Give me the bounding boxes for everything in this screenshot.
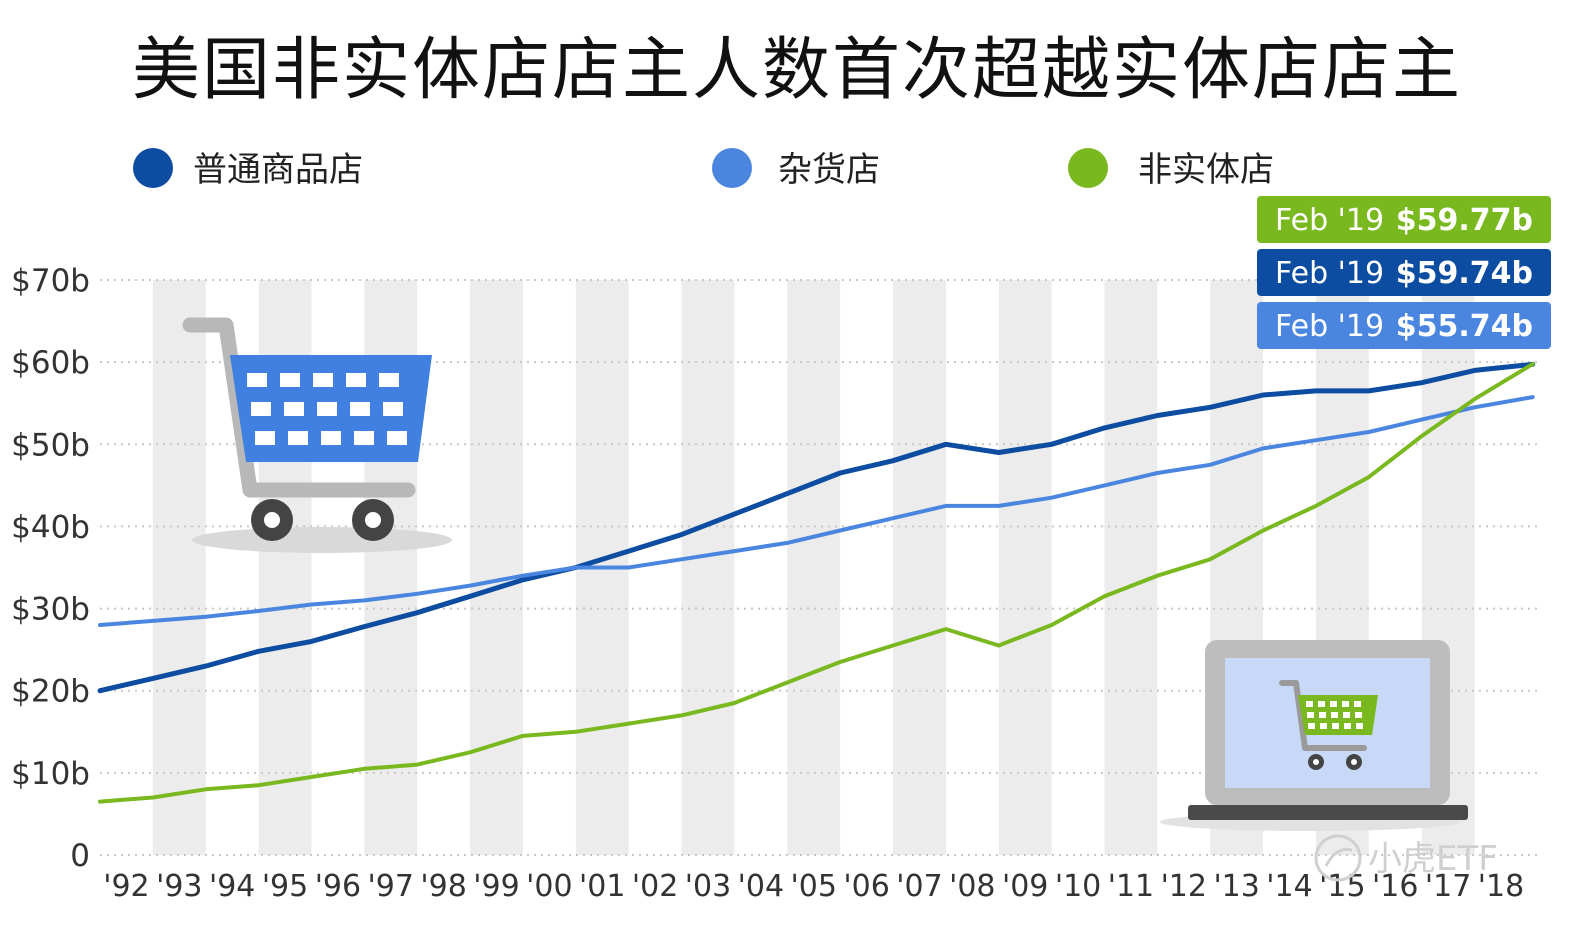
x-tick-label: '93 — [156, 869, 202, 904]
x-tick-label: '98 — [420, 869, 466, 904]
y-tick-label: $60b — [11, 345, 90, 381]
year-band — [152, 280, 206, 855]
value-callouts: Feb '19 $59.77b Feb '19 $59.74b Feb '19 $55.7… — [1257, 196, 1551, 349]
laptop-icon — [1160, 640, 1468, 831]
x-tick-label: '95 — [262, 869, 308, 904]
legend-label: 杂货店 — [778, 150, 880, 190]
x-tick-label: '92 — [103, 869, 149, 904]
y-tick-label: 0 — [70, 838, 90, 874]
x-tick-label: '09 — [1002, 869, 1048, 904]
x-tick-label: '17 — [1425, 869, 1471, 904]
callout-value: $55.74b — [1396, 309, 1533, 344]
x-tick-label: '03 — [685, 869, 731, 904]
x-tick-label: '15 — [1319, 869, 1365, 904]
y-tick-label: $20b — [11, 674, 90, 710]
legend-label: 非实体店 — [1138, 150, 1274, 190]
year-band — [998, 280, 1052, 855]
y-tick-label: $10b — [11, 756, 90, 792]
callout-date: Feb '19 — [1275, 256, 1384, 291]
watermark: 小虎ETF — [1314, 834, 1498, 882]
x-tick-label: '11 — [1108, 869, 1154, 904]
year-band — [787, 280, 841, 855]
y-tick-label: $40b — [11, 509, 90, 545]
x-tick-label: '02 — [632, 869, 678, 904]
x-tick-label: '10 — [1055, 869, 1101, 904]
callout-badge — [1257, 249, 1551, 296]
x-tick-label: '01 — [579, 869, 625, 904]
x-tick-label: '07 — [896, 869, 942, 904]
x-tick-label: '16 — [1372, 869, 1418, 904]
x-tick-label: '05 — [791, 869, 837, 904]
series-lines — [97, 361, 1536, 804]
x-tick-label: '97 — [368, 869, 414, 904]
x-tick-label: '96 — [315, 869, 361, 904]
callout-value: $59.77b — [1396, 203, 1533, 238]
legend-swatch — [712, 148, 752, 188]
x-tick-label: '14 — [1266, 869, 1312, 904]
legend: 普通商品店 杂货店 非实体店 — [133, 148, 1274, 190]
year-band — [1104, 280, 1158, 855]
legend-swatch — [1068, 148, 1108, 188]
x-tick-label: '12 — [1161, 869, 1207, 904]
year-band — [681, 280, 735, 855]
series-line-1 — [97, 361, 1536, 694]
x-tick-label: '06 — [843, 869, 889, 904]
callout-badge — [1257, 196, 1551, 243]
callout-value: $59.74b — [1396, 256, 1533, 291]
year-band — [893, 280, 946, 855]
y-tick-label: $30b — [11, 592, 90, 628]
x-tick-label: '00 — [526, 869, 572, 904]
series-line-3 — [98, 362, 1535, 804]
x-axis-labels: '92'93'94'95'96'97'98'99'00'01'02'03'04 '… — [103, 869, 1524, 904]
shopping-cart-icon — [182, 317, 452, 553]
callout-badge — [1257, 302, 1551, 349]
x-tick-label: '94 — [209, 869, 255, 904]
y-tick-label: $50b — [11, 427, 90, 463]
y-axis-labels: $70b $60b $50b $40b $30b $20b $10b 0 — [11, 263, 90, 874]
chart-title: 美国非实体店店主人数首次超越实体店店主 — [131, 31, 1462, 110]
year-band — [470, 280, 523, 855]
x-tick-label: '04 — [738, 869, 784, 904]
legend-label: 普通商品店 — [193, 150, 363, 190]
callout-date: Feb '19 — [1275, 203, 1384, 238]
x-tick-label: '99 — [473, 869, 519, 904]
watermark-logo-icon — [1314, 834, 1362, 882]
x-tick-label: '08 — [949, 869, 995, 904]
x-tick-label: '13 — [1213, 869, 1259, 904]
x-tick-label: '18 — [1478, 869, 1524, 904]
legend-swatch — [133, 148, 173, 188]
y-tick-label: $70b — [11, 263, 90, 299]
series-line-2 — [98, 395, 1535, 627]
watermark-text: 小虎ETF — [1368, 839, 1498, 879]
callout-date: Feb '19 — [1275, 309, 1384, 344]
